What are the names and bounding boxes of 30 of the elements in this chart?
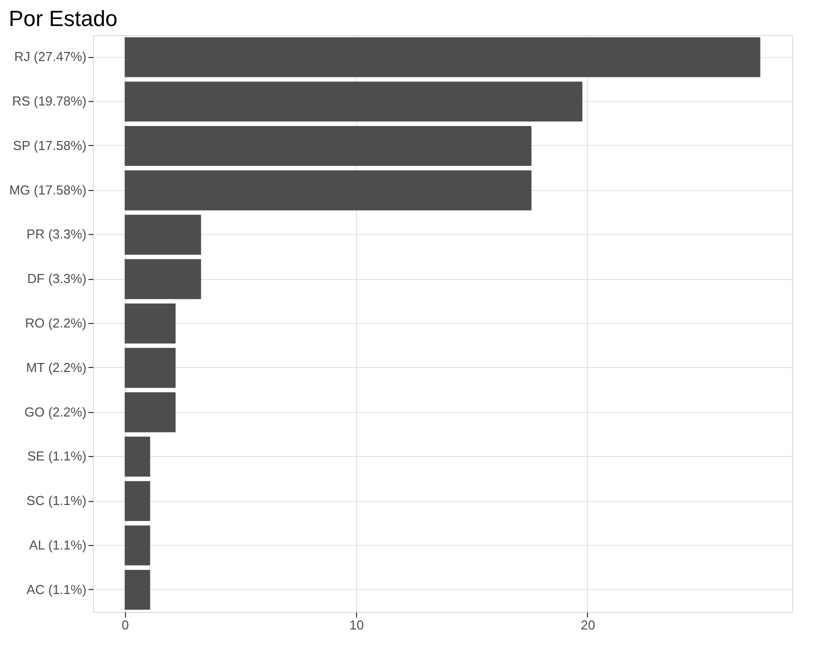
y-tick-label: AL (1.1%) bbox=[29, 537, 86, 552]
bar bbox=[124, 170, 532, 210]
chart-title: Por Estado bbox=[8, 6, 118, 31]
x-tick-label: 0 bbox=[122, 618, 129, 632]
y-tick-label: AC (1.1%) bbox=[26, 582, 86, 597]
y-tick-label: RS (19.78%) bbox=[12, 94, 86, 109]
bar bbox=[124, 82, 582, 122]
bar bbox=[124, 37, 760, 78]
bar bbox=[124, 214, 202, 255]
y-tick-label: MG (17.58%) bbox=[9, 182, 86, 198]
y-tick-label: PR (3.3%) bbox=[26, 226, 86, 242]
bar bbox=[124, 481, 150, 522]
y-tick-label: GO (2.2%) bbox=[24, 404, 86, 420]
y-tick-label: SC (1.1%) bbox=[26, 493, 86, 508]
bar bbox=[124, 525, 150, 566]
y-tick-label: MT (2.2%) bbox=[26, 360, 86, 375]
y-tick-label: DF (3.3%) bbox=[27, 271, 86, 286]
bar bbox=[124, 392, 176, 432]
bar bbox=[124, 126, 532, 166]
bar bbox=[124, 259, 202, 300]
bar bbox=[124, 304, 176, 344]
y-tick-label: RO (2.2%) bbox=[25, 316, 86, 330]
y-tick-label: SE (1.1%) bbox=[27, 448, 86, 464]
bar bbox=[124, 570, 150, 610]
bar bbox=[124, 348, 176, 388]
y-tick-label: RJ (27.47%) bbox=[14, 49, 86, 64]
bar bbox=[124, 436, 150, 477]
y-tick-label: SP (17.58%) bbox=[13, 138, 86, 153]
x-tick-label: 10 bbox=[349, 618, 364, 632]
x-tick-label: 20 bbox=[580, 618, 596, 632]
